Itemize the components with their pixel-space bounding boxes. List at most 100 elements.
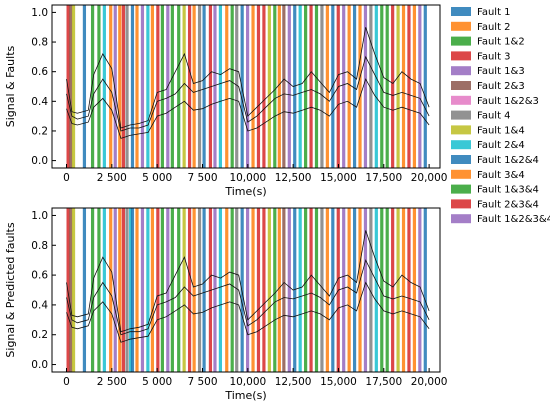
legend: Fault 1 Fault 2 Fault 1&2 Fault 3 Fault 1&3 F… bbox=[451, 7, 550, 225]
fault-band bbox=[177, 208, 181, 372]
fault-band bbox=[213, 5, 217, 168]
fault-band bbox=[140, 5, 145, 168]
legend-swatch bbox=[451, 214, 471, 224]
fault-band bbox=[135, 5, 139, 168]
chart-panel-2: 0 2 500 5 000 7 500 10,000 12,500 15,000 17,500… bbox=[4, 207, 448, 401]
fault-band bbox=[320, 5, 324, 168]
fault-band bbox=[97, 208, 101, 372]
fault-band bbox=[277, 208, 281, 372]
legend-swatch bbox=[451, 169, 471, 179]
fault-band bbox=[282, 208, 286, 372]
fault-band bbox=[121, 5, 126, 168]
fault-band bbox=[267, 5, 271, 168]
y-tick-label: 0.6 bbox=[31, 66, 48, 78]
fault-band bbox=[230, 5, 234, 168]
legend-label: Fault 1&3&4 bbox=[477, 185, 539, 196]
fault-band bbox=[150, 208, 155, 372]
legend-swatch bbox=[451, 140, 471, 150]
x-tick-label: 2 500 bbox=[97, 172, 127, 184]
fault-band bbox=[192, 5, 196, 168]
fault-band bbox=[71, 208, 76, 372]
y-axis-label: Signal & Predicted faults bbox=[4, 222, 17, 357]
legend-label: Fault 3 bbox=[477, 51, 511, 62]
fault-band bbox=[90, 5, 95, 168]
x-tick-label: 12,500 bbox=[275, 172, 312, 184]
plot-area bbox=[66, 5, 430, 168]
x-tick-label: 7 500 bbox=[187, 376, 217, 388]
fault-band bbox=[273, 5, 277, 168]
fault-band bbox=[325, 5, 329, 168]
fault-band bbox=[240, 208, 244, 372]
fault-band bbox=[401, 5, 406, 168]
y-tick-label: 0.0 bbox=[31, 359, 48, 371]
fault-band bbox=[177, 5, 181, 168]
fault-band bbox=[202, 208, 206, 372]
fault-band bbox=[218, 208, 223, 372]
fault-band bbox=[246, 208, 250, 372]
fault-band bbox=[401, 208, 406, 372]
fault-band bbox=[287, 208, 291, 372]
fault-band bbox=[277, 5, 281, 168]
fault-band bbox=[69, 208, 73, 372]
fault-band bbox=[182, 5, 186, 168]
y-tick-label: 0.2 bbox=[31, 329, 48, 341]
legend-label: Fault 2 bbox=[477, 22, 511, 33]
signal-line bbox=[66, 281, 430, 343]
fault-band bbox=[412, 5, 417, 168]
fault-band bbox=[251, 208, 255, 372]
fault-band bbox=[320, 208, 324, 372]
y-tick-label: 0.8 bbox=[31, 37, 48, 49]
signal-line bbox=[66, 78, 430, 139]
fault-band bbox=[102, 5, 106, 168]
fault-band bbox=[218, 5, 223, 168]
fault-band bbox=[304, 208, 308, 372]
fault-band bbox=[396, 208, 400, 372]
x-tick-label: 20,000 bbox=[411, 172, 448, 184]
x-tick-label: 15,000 bbox=[320, 376, 357, 388]
legend-label: Fault 2&4 bbox=[477, 140, 525, 151]
fault-band bbox=[256, 5, 261, 168]
x-tick-label: 10,000 bbox=[229, 376, 266, 388]
fault-band bbox=[407, 208, 411, 372]
legend-label: Fault 1&2 bbox=[477, 37, 525, 48]
x-tick-label: 5 000 bbox=[142, 172, 172, 184]
x-tick-label: 20,000 bbox=[411, 376, 448, 388]
legend-label: Fault 1&3 bbox=[477, 66, 525, 77]
fault-band bbox=[282, 5, 286, 168]
fault-band bbox=[412, 208, 417, 372]
fault-band bbox=[262, 5, 266, 168]
fault-band bbox=[298, 5, 302, 168]
fault-band bbox=[298, 208, 302, 372]
x-tick-label: 17,500 bbox=[365, 172, 402, 184]
fault-band bbox=[150, 5, 155, 168]
fault-band bbox=[125, 5, 129, 168]
legend-label: Fault 3&4 bbox=[477, 170, 525, 181]
fault-band bbox=[118, 208, 122, 372]
legend-label: Fault 4 bbox=[477, 111, 511, 122]
axes-frame bbox=[51, 207, 441, 373]
y-tick-label: 1.0 bbox=[31, 7, 48, 19]
fault-band bbox=[358, 208, 362, 372]
x-tick-label: 2 500 bbox=[97, 376, 127, 388]
legend-swatch bbox=[451, 199, 471, 209]
y-tick-label: 0.0 bbox=[31, 155, 48, 167]
legend-swatch bbox=[451, 184, 471, 194]
legend-swatch bbox=[451, 81, 471, 90]
legend-swatch bbox=[451, 36, 471, 46]
legend-swatch bbox=[451, 51, 471, 61]
plot-area bbox=[66, 208, 430, 372]
fault-band bbox=[187, 208, 192, 372]
x-tick-label: 17,500 bbox=[365, 376, 402, 388]
fault-band bbox=[262, 208, 266, 372]
legend-label: Fault 1&2&3 bbox=[477, 96, 539, 107]
fault-band bbox=[121, 208, 126, 372]
y-tick-label: 1.0 bbox=[31, 210, 48, 222]
fault-band bbox=[109, 5, 113, 168]
fault-band bbox=[97, 5, 101, 168]
fault-band bbox=[235, 5, 239, 168]
fault-band bbox=[202, 5, 206, 168]
fault-band bbox=[374, 208, 378, 372]
fault-band bbox=[369, 208, 373, 372]
signal-line bbox=[66, 27, 430, 129]
fault-band bbox=[156, 208, 160, 372]
